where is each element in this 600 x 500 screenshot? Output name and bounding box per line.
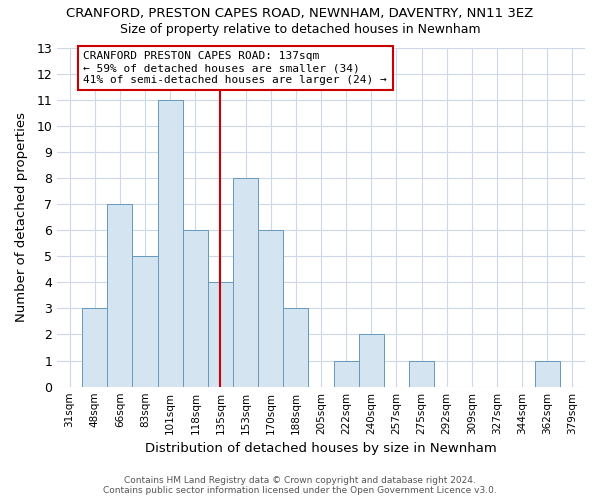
Bar (409, 360, 434, 386)
Bar (107, 204, 133, 386)
Bar (133, 256, 158, 386)
Bar (183, 230, 208, 386)
Bar (359, 334, 384, 386)
X-axis label: Distribution of detached houses by size in Newnham: Distribution of detached houses by size … (145, 442, 497, 455)
Text: Contains HM Land Registry data © Crown copyright and database right 2024.
Contai: Contains HM Land Registry data © Crown c… (103, 476, 497, 495)
Bar (158, 100, 183, 387)
Bar (82, 308, 107, 386)
Text: Size of property relative to detached houses in Newnham: Size of property relative to detached ho… (119, 22, 481, 36)
Text: CRANFORD, PRESTON CAPES ROAD, NEWNHAM, DAVENTRY, NN11 3EZ: CRANFORD, PRESTON CAPES ROAD, NEWNHAM, D… (67, 8, 533, 20)
Bar (208, 282, 233, 387)
Bar (535, 360, 560, 386)
Bar (283, 308, 308, 386)
Bar (233, 178, 258, 386)
Bar (334, 360, 359, 386)
Text: CRANFORD PRESTON CAPES ROAD: 137sqm
← 59% of detached houses are smaller (34)
41: CRANFORD PRESTON CAPES ROAD: 137sqm ← 59… (83, 52, 387, 84)
Bar (258, 230, 283, 386)
Y-axis label: Number of detached properties: Number of detached properties (15, 112, 28, 322)
